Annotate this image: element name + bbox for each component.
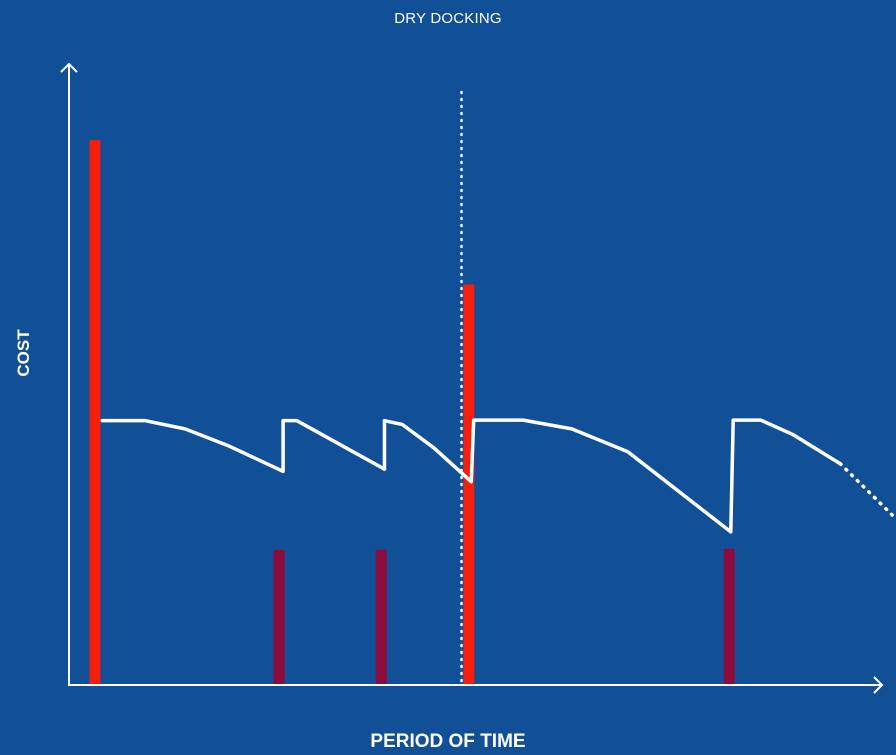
y-axis-arrow-icon <box>60 62 78 73</box>
major-cost-bar-2 <box>463 284 475 685</box>
x-axis-label: PERIOD OF TIME <box>370 731 526 752</box>
minor-cost-bar-3 <box>723 548 735 685</box>
minor-cost-bar-1 <box>273 549 285 685</box>
major-cost-bar-1 <box>89 140 101 685</box>
chart-axes <box>60 62 884 694</box>
chart-marks <box>89 90 894 687</box>
y-axis-label: COST <box>14 329 33 377</box>
cost-curve-continuation <box>838 461 894 517</box>
cost-curve-line <box>100 418 843 534</box>
x-axis-arrow-icon <box>873 676 884 694</box>
minor-cost-bar-2 <box>375 549 387 685</box>
dry-docking-label: DRY DOCKING <box>394 10 502 27</box>
